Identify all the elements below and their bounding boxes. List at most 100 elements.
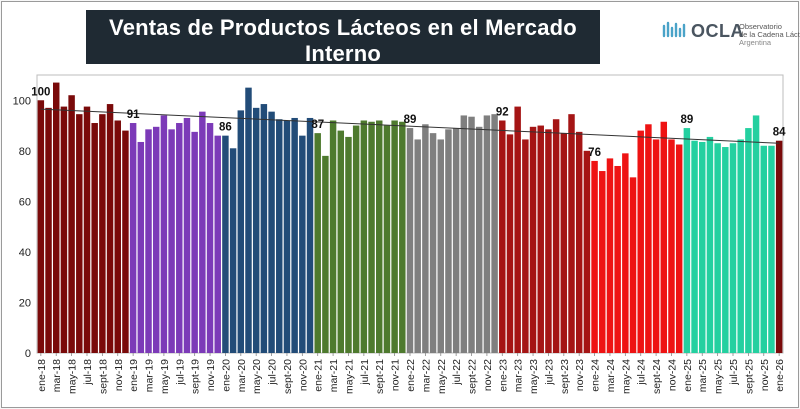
- bar: [191, 131, 198, 353]
- bar: [775, 140, 783, 353]
- bar: [168, 129, 175, 353]
- bar: [483, 115, 491, 353]
- bar: [606, 158, 614, 353]
- bar: [752, 115, 760, 353]
- bar: [399, 121, 406, 353]
- x-tick-label: ene-20: [220, 359, 232, 392]
- data-labels-group: 100 91 86 87 89 92 76 89 84: [31, 86, 786, 159]
- bar: [522, 139, 529, 353]
- bar: [452, 128, 460, 353]
- y-tick-label: 0: [25, 348, 31, 360]
- bar: [406, 128, 414, 353]
- bar: [368, 121, 375, 353]
- bar: [660, 121, 668, 353]
- y-tick-label: 60: [19, 196, 31, 208]
- bar: [468, 116, 475, 353]
- y-tick-label: 20: [19, 297, 31, 309]
- x-tick-label: nov-23: [574, 359, 586, 391]
- x-tick-label: jul-23: [543, 359, 555, 386]
- bar: [360, 120, 368, 354]
- x-tick-label: jul-24: [636, 359, 648, 386]
- bar: [299, 135, 306, 353]
- x-tick-label: mar-19: [144, 359, 156, 392]
- x-tick-label: may-18: [67, 359, 79, 394]
- bar: [491, 114, 498, 353]
- bar: [129, 123, 137, 354]
- x-tick-label: sept-21: [374, 359, 386, 394]
- bar: [714, 143, 721, 353]
- bar: [152, 126, 160, 353]
- bar: [460, 115, 468, 353]
- bar: [683, 128, 691, 353]
- x-axis: ene-18 mar-18 may-18 jul-18 sept-18 nov-18 ene…: [36, 353, 786, 394]
- bar: [591, 160, 598, 353]
- bar: [214, 135, 221, 353]
- logo-line-1: Observatorio: [739, 22, 782, 31]
- x-tick-label: ene-22: [405, 359, 417, 392]
- bar: [614, 165, 621, 353]
- x-tick-label: ene-26: [774, 359, 786, 392]
- x-tick-label: sept-23: [559, 359, 571, 394]
- data-label: 84: [773, 127, 786, 139]
- bar: [622, 153, 629, 353]
- bar: [429, 133, 437, 353]
- x-tick-label: sept-25: [743, 359, 755, 394]
- bar: [245, 87, 252, 353]
- data-label: 76: [588, 147, 601, 159]
- bar: [629, 177, 637, 353]
- bar: [222, 135, 229, 353]
- x-tick-label: may-21: [343, 359, 355, 394]
- x-tick-label: jul-25: [728, 359, 740, 386]
- bar: [252, 107, 260, 353]
- bar: [76, 114, 83, 353]
- x-tick-label: nov-18: [113, 359, 125, 391]
- bar: [729, 143, 737, 353]
- bar: [160, 115, 168, 353]
- x-tick-label: jul-19: [174, 359, 186, 386]
- data-label: 86: [219, 122, 232, 134]
- bar: [675, 144, 683, 353]
- bars-group: [37, 82, 783, 354]
- x-tick-label: mar-21: [328, 359, 340, 392]
- bar: [760, 145, 767, 353]
- bar: [276, 119, 283, 353]
- bar: [199, 111, 206, 354]
- x-tick-label: nov-22: [482, 359, 494, 391]
- bar: [99, 114, 106, 353]
- x-tick-label: sept-20: [282, 359, 294, 394]
- x-tick-label: sept-19: [190, 359, 202, 394]
- bar: [176, 123, 183, 354]
- bar: [114, 120, 121, 354]
- x-tick-label: jul-21: [359, 359, 371, 386]
- bar: [699, 141, 706, 353]
- bar: [422, 124, 429, 353]
- bar: [645, 124, 652, 353]
- bar: [529, 126, 537, 353]
- bar: [475, 126, 483, 353]
- x-tick-label: may-20: [251, 359, 263, 394]
- bar: [437, 139, 444, 353]
- x-tick-label: may-22: [436, 359, 448, 394]
- x-tick-label: nov-21: [390, 359, 402, 391]
- bar: [445, 129, 452, 353]
- bar: [560, 133, 568, 353]
- x-tick-label: mar-25: [697, 359, 709, 392]
- bar: [145, 129, 152, 353]
- bar: [583, 150, 591, 353]
- bar: [391, 120, 398, 354]
- data-label: 100: [31, 86, 50, 98]
- bar: [91, 123, 98, 354]
- trendline-group: [40, 108, 780, 144]
- bar: [414, 139, 421, 353]
- bar: [537, 125, 544, 353]
- ocla-logo: OCLA Observatorio de la Cadena Láctea Ar…: [662, 20, 800, 50]
- x-tick-label: mar-23: [513, 359, 525, 392]
- bar: [637, 130, 644, 353]
- bar: [352, 125, 360, 353]
- bar: [291, 117, 298, 354]
- bar: [737, 139, 744, 353]
- data-label: 87: [311, 119, 324, 131]
- bar: [83, 106, 91, 353]
- bar: [506, 134, 514, 353]
